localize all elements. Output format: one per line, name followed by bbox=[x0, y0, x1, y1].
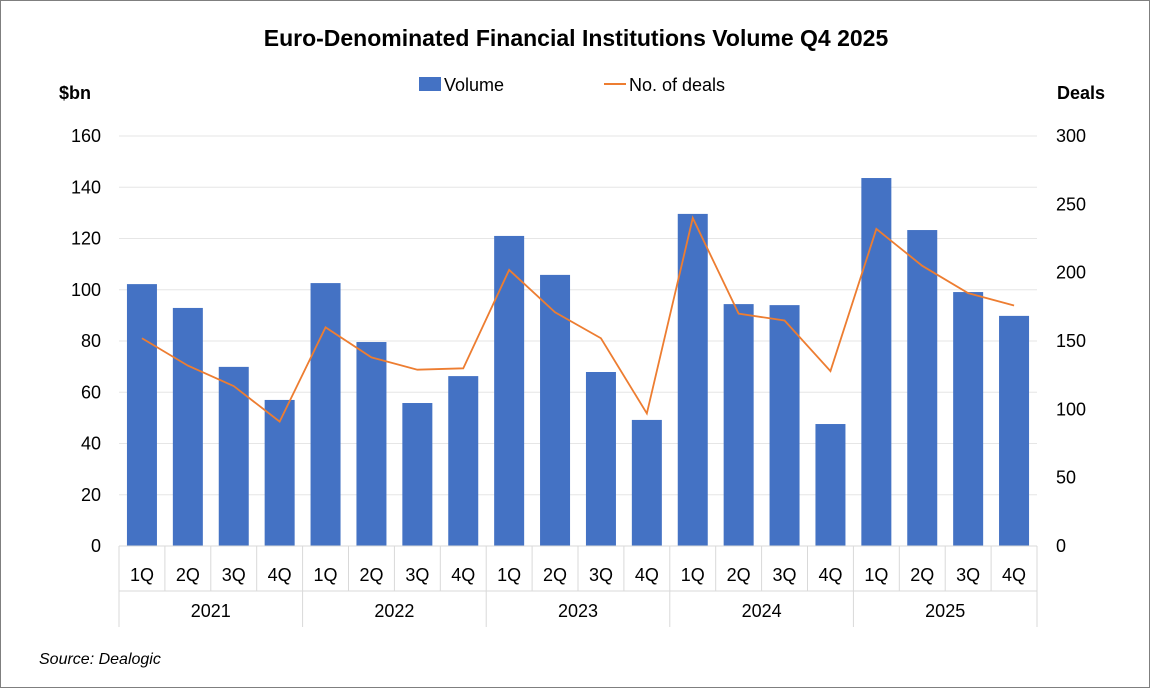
quarter-label: 4Q bbox=[818, 565, 842, 585]
quarter-label: 2Q bbox=[176, 565, 200, 585]
left-tick-label: 140 bbox=[71, 177, 101, 197]
volume-bar bbox=[494, 236, 524, 546]
legend-deals-label: No. of deals bbox=[629, 75, 725, 95]
volume-bar bbox=[953, 292, 983, 546]
volume-bar bbox=[999, 316, 1029, 546]
source-note: Source: Dealogic bbox=[39, 651, 161, 669]
volume-bar bbox=[173, 308, 203, 546]
left-tick-label: 40 bbox=[81, 434, 101, 454]
left-tick-label: 0 bbox=[91, 536, 101, 556]
left-tick-label: 120 bbox=[71, 229, 101, 249]
right-tick-label: 100 bbox=[1056, 399, 1086, 419]
quarter-label: 3Q bbox=[773, 565, 797, 585]
quarter-label: 3Q bbox=[956, 565, 980, 585]
left-tick-label: 20 bbox=[81, 485, 101, 505]
left-tick-label: 80 bbox=[81, 331, 101, 351]
right-tick-label: 250 bbox=[1056, 194, 1086, 214]
quarter-label: 3Q bbox=[405, 565, 429, 585]
volume-bar bbox=[448, 376, 478, 546]
quarter-label: 4Q bbox=[635, 565, 659, 585]
right-tick-label: 50 bbox=[1056, 468, 1076, 488]
right-tick-label: 0 bbox=[1056, 536, 1066, 556]
quarter-label: 4Q bbox=[451, 565, 475, 585]
legend-volume-label: Volume bbox=[444, 75, 504, 95]
volume-bar bbox=[907, 230, 937, 546]
year-label: 2021 bbox=[191, 601, 231, 621]
quarter-label: 1Q bbox=[681, 565, 705, 585]
left-tick-label: 160 bbox=[71, 126, 101, 146]
legend-volume-swatch bbox=[419, 77, 441, 91]
volume-bar bbox=[586, 372, 616, 546]
volume-bar bbox=[861, 178, 891, 546]
year-label: 2025 bbox=[925, 601, 965, 621]
volume-bar bbox=[770, 305, 800, 546]
volume-bar bbox=[632, 420, 662, 546]
volume-bar bbox=[311, 283, 341, 546]
quarter-label: 2Q bbox=[910, 565, 934, 585]
year-label: 2024 bbox=[742, 601, 782, 621]
left-tick-label: 60 bbox=[81, 382, 101, 402]
year-label: 2023 bbox=[558, 601, 598, 621]
quarter-label: 2Q bbox=[359, 565, 383, 585]
quarter-label: 1Q bbox=[130, 565, 154, 585]
quarter-label: 2Q bbox=[727, 565, 751, 585]
right-tick-label: 300 bbox=[1056, 126, 1086, 146]
volume-bar bbox=[402, 403, 432, 546]
quarter-label: 3Q bbox=[589, 565, 613, 585]
quarter-label: 1Q bbox=[497, 565, 521, 585]
volume-bar bbox=[356, 342, 386, 546]
chart-title: Euro-Denominated Financial Institutions … bbox=[264, 25, 889, 51]
quarter-label: 1Q bbox=[314, 565, 338, 585]
left-tick-label: 100 bbox=[71, 280, 101, 300]
quarter-label: 4Q bbox=[1002, 565, 1026, 585]
quarter-label: 2Q bbox=[543, 565, 567, 585]
year-label: 2022 bbox=[374, 601, 414, 621]
left-axis-title: $bn bbox=[59, 83, 91, 103]
quarter-label: 1Q bbox=[864, 565, 888, 585]
right-tick-label: 200 bbox=[1056, 263, 1086, 283]
right-axis-title: Deals bbox=[1057, 83, 1105, 103]
legend: Volume No. of deals bbox=[419, 75, 725, 95]
quarter-label: 3Q bbox=[222, 565, 246, 585]
volume-bar bbox=[724, 304, 754, 546]
volume-bar bbox=[540, 275, 570, 546]
right-tick-label: 150 bbox=[1056, 331, 1086, 351]
volume-bar bbox=[815, 424, 845, 546]
quarter-label: 4Q bbox=[268, 565, 292, 585]
volume-bar bbox=[127, 284, 157, 546]
